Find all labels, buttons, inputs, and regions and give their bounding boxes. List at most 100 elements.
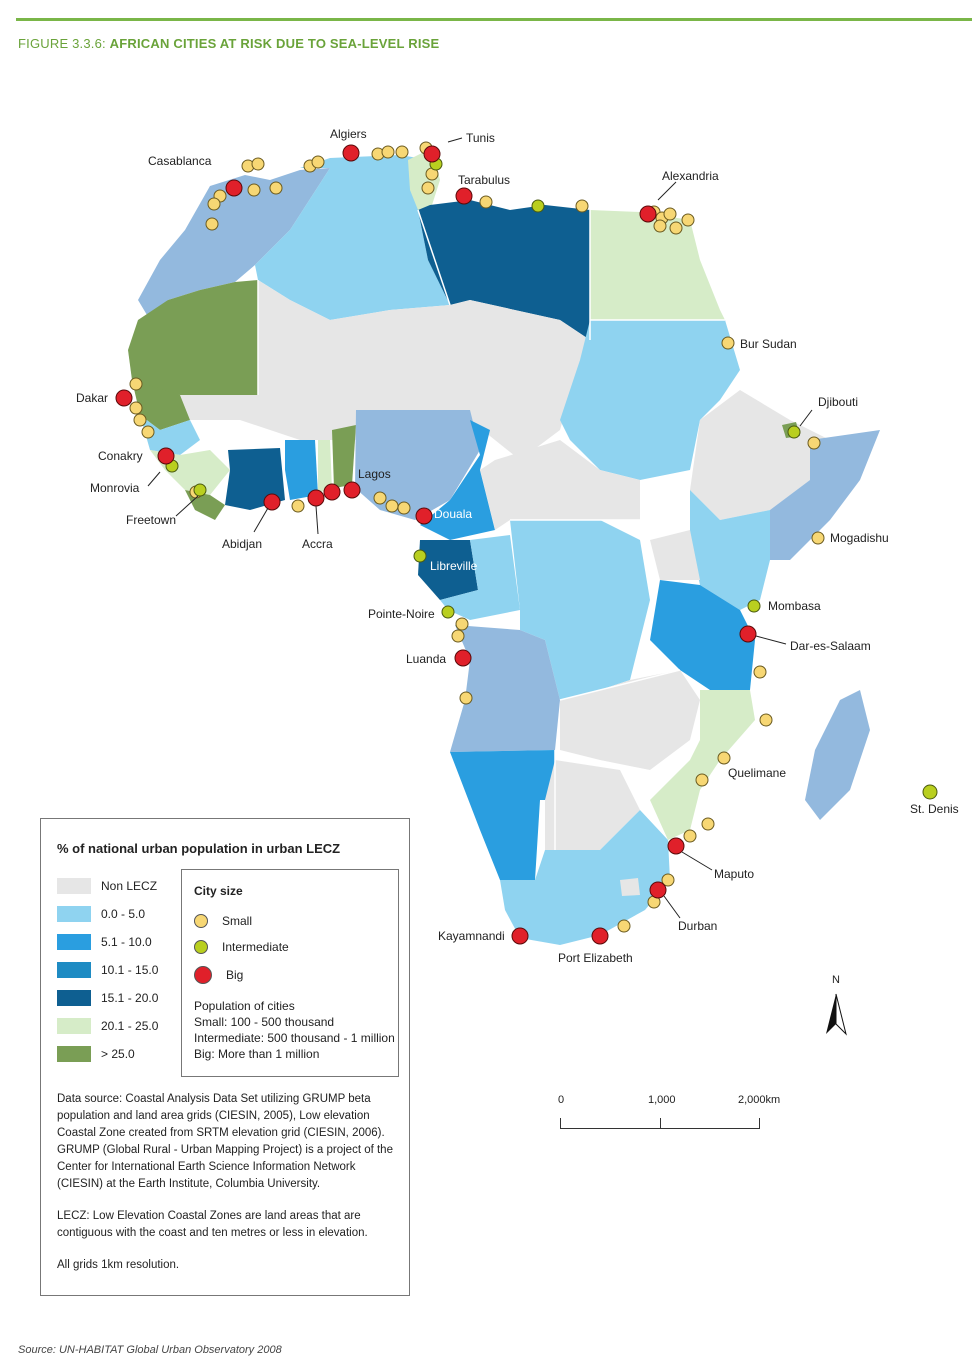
header-rule — [16, 18, 972, 21]
legend-item-15-20: 15.1 - 20.0 — [57, 989, 158, 1007]
legend-label: > 25.0 — [101, 1047, 135, 1061]
city-size-intermediate-label: Intermediate — [222, 940, 289, 954]
region-botswana — [545, 760, 640, 850]
note-lecz-definition: LECZ: Low Elevation Coastal Zones are la… — [57, 1210, 368, 1239]
legend-label: 0.0 - 5.0 — [101, 907, 146, 921]
legend-item-20-25: 20.1 - 25.0 — [57, 1017, 158, 1035]
scale-label-2000: 2,000km — [738, 1094, 781, 1106]
region-western-sahara — [128, 280, 258, 395]
city-label-dar-es-salaam: Dar-es-Salaam — [790, 639, 871, 653]
population-small: Small: 100 - 500 thousand — [194, 1015, 335, 1029]
scale-label-0: 0 — [558, 1094, 565, 1106]
city-label-quelimane: Quelimane — [728, 766, 786, 780]
figure-name: AFRICAN CITIES AT RISK DUE TO SEA-LEVEL … — [109, 36, 440, 51]
city-label-algiers: Algiers — [330, 127, 367, 141]
note-grid-resolution: All grids 1km resolution. — [57, 1259, 180, 1271]
city-label-casablanca: Casablanca — [148, 154, 212, 168]
city-label-mogadishu: Mogadishu — [830, 531, 889, 545]
legend-swatch — [57, 962, 91, 978]
region-angola — [450, 625, 560, 752]
region-south-africa — [500, 810, 670, 945]
city-size-title: City size — [194, 884, 243, 898]
legend-item-over-25: > 25.0 — [57, 1045, 135, 1063]
city-label-libreville: Libreville — [430, 559, 478, 573]
region-algeria — [255, 155, 450, 320]
city-label-monrovia: Monrovia — [90, 481, 140, 495]
region-madagascar — [805, 690, 870, 820]
figure-number: FIGURE 3.3.6: — [18, 36, 106, 51]
city-label-bur-sudan: Bur Sudan — [740, 337, 797, 351]
region-egypt — [590, 210, 725, 320]
legend-label: 20.1 - 25.0 — [101, 1019, 159, 1033]
region-senegal — [140, 415, 200, 455]
region-togo — [318, 440, 332, 492]
legend-label: 5.1 - 10.0 — [101, 935, 152, 949]
region-car — [480, 440, 640, 530]
city-label-dakar: Dakar — [76, 391, 108, 405]
region-nigeria — [355, 410, 480, 520]
region-mozambique — [650, 690, 755, 840]
city-label-alexandria: Alexandria — [662, 169, 719, 183]
city-size-small: Small — [194, 914, 252, 928]
city-label-djibouti: Djibouti — [818, 395, 858, 409]
legend-notes: Data source: Coastal Analysis Data Set u… — [57, 1091, 397, 1289]
city-label-mombasa: Mombasa — [768, 599, 821, 613]
scale-label-1000: 1,000 — [648, 1094, 676, 1106]
note-data-source: Data source: Coastal Analysis Data Set u… — [57, 1093, 393, 1190]
legend-label: 15.1 - 20.0 — [101, 991, 159, 1005]
map-legend: % of national urban population in urban … — [40, 818, 410, 1296]
city-label-lagos: Lagos — [358, 467, 391, 481]
legend-swatch — [57, 878, 91, 894]
city-size-small-label: Small — [222, 914, 253, 928]
region-zambia — [560, 670, 700, 770]
region-uganda — [650, 530, 700, 580]
figure-title: FIGURE 3.3.6: AFRICAN CITIES AT RISK DUE… — [18, 36, 439, 51]
region-libya — [418, 200, 590, 340]
city-size-big: Big — [194, 966, 243, 984]
scale-bar: 0 1,000 2,000km — [556, 1094, 796, 1134]
legend-swatch — [57, 1046, 91, 1062]
north-label: N — [832, 974, 840, 986]
population-intermediate: Intermediate: 500 thousand - 1 million — [194, 1031, 395, 1045]
region-gabon — [418, 540, 478, 600]
city-label-accra: Accra — [302, 537, 333, 551]
region-morocco — [138, 168, 330, 320]
legend-item-5-10: 5.1 - 10.0 — [57, 933, 152, 951]
scale-tick — [759, 1118, 760, 1129]
legend-label: Non LECZ — [101, 879, 158, 893]
city-size-legend: City size Small Intermediate Big Populat… — [181, 869, 399, 1077]
region-tanzania — [650, 580, 755, 690]
legend-swatch — [57, 934, 91, 950]
region-cameroon — [420, 420, 495, 540]
legend-swatch — [57, 906, 91, 922]
city-label-freetown: Freetown — [126, 513, 176, 527]
legend-title: % of national urban population in urban … — [57, 841, 341, 856]
region-sahel — [180, 280, 590, 460]
region-namibia — [450, 750, 555, 880]
region-mauritania-coast — [132, 380, 190, 430]
city-label-st-denis: St. Denis — [910, 802, 959, 816]
legend-swatch — [57, 1018, 91, 1034]
city-label-durban: Durban — [678, 919, 717, 933]
region-benin — [332, 425, 356, 488]
north-arrow: N — [820, 974, 850, 1038]
city-label-tunis: Tunis — [466, 131, 495, 145]
population-definitions: Population of cities Small: 100 - 500 th… — [194, 998, 395, 1062]
city-size-big-label: Big — [226, 968, 244, 982]
city-label-conakry: Conakry — [98, 449, 143, 463]
city-label-kayamnandi: Kayamnandi — [438, 929, 505, 943]
city-label-port-elizabeth: Port Elizabeth — [558, 951, 633, 965]
legend-item-0-5: 0.0 - 5.0 — [57, 905, 145, 923]
small-dot-icon — [194, 914, 208, 928]
city-label-abidjan: Abidjan — [222, 537, 262, 551]
intermediate-dot-icon — [194, 940, 208, 954]
label-leaders — [147, 137, 813, 919]
city-label-pointe-noire: Pointe-Noire — [368, 607, 435, 621]
legend-item-non-lecz: Non LECZ — [57, 877, 157, 895]
intermediate-city-dots — [165, 157, 938, 800]
big-dot-icon — [194, 966, 212, 984]
city-label-luanda: Luanda — [406, 652, 446, 666]
city-label-douala: Douala — [434, 507, 472, 521]
city-label-tarabulus: Tarabulus — [458, 173, 510, 187]
city-label-maputo: Maputo — [714, 867, 754, 881]
